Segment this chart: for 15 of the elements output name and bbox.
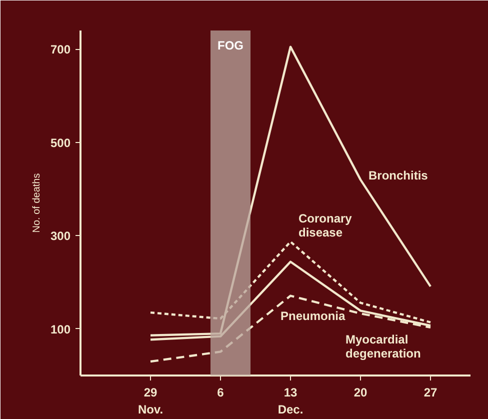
series-label: Bronchitis — [368, 168, 428, 183]
series-label: Myocardial degeneration — [346, 332, 421, 361]
x-tick-label: 13 Dec. — [278, 386, 304, 416]
x-tick-label: 6 — [217, 386, 224, 400]
x-tick-label: 29 Nov. — [138, 386, 164, 416]
x-tick-label: 27 — [424, 386, 438, 400]
x-tick-label: 20 — [354, 386, 368, 400]
band-label: FOG — [218, 38, 244, 52]
y-tick-label: 700 — [50, 42, 71, 57]
series-label: Coronary disease — [298, 212, 352, 240]
y-tick-label: 300 — [50, 229, 71, 244]
y-tick-label: 500 — [50, 136, 71, 150]
y-axis-title: No. of deaths — [31, 173, 42, 233]
series-label: Pneumonia — [280, 308, 346, 323]
y-tick-label: 100 — [50, 322, 71, 336]
